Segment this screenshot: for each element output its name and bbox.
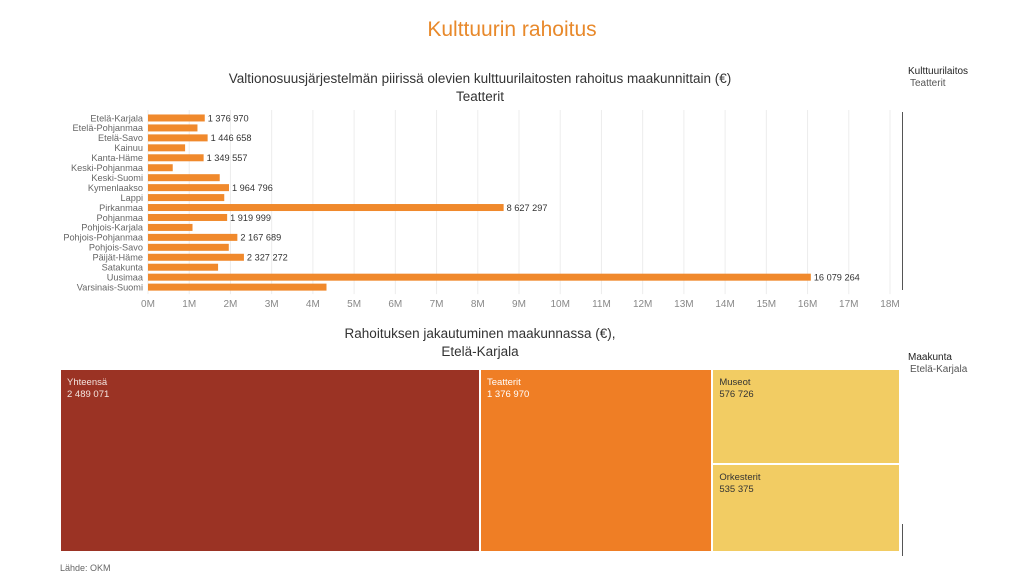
dashboard-title: Kulttuurin rahoitus — [427, 18, 597, 41]
treemap-tile-value: 2 489 071 — [67, 389, 110, 400]
bar — [148, 283, 327, 291]
x-tick-label: 9M — [512, 299, 526, 308]
data-label: 1 446 658 — [211, 133, 252, 143]
data-label: 16 079 264 — [814, 272, 860, 282]
bar — [148, 204, 504, 212]
source-note: Lähde: OKM — [60, 563, 111, 573]
treemap-tile-label: Orkesterit — [719, 471, 761, 483]
x-tick-label: 5M — [347, 299, 361, 308]
category-label: Etelä-Karjala — [90, 113, 143, 123]
filter-maakunta-scrollbar[interactable] — [902, 524, 903, 556]
data-label: 1 919 999 — [230, 213, 271, 223]
x-tick-label: 14M — [715, 299, 734, 308]
category-label: Kainuu — [114, 143, 143, 153]
bar — [148, 154, 204, 162]
category-label: Keski-Suomi — [91, 173, 143, 183]
treemap-tile-value: 1 376 970 — [487, 389, 530, 400]
data-label: 2 167 689 — [240, 233, 281, 243]
x-tick-label: 1M — [182, 299, 196, 308]
treemap: Yhteensä 2 489 071 Teatterit 1 376 970 Museo… — [60, 369, 900, 552]
bar-chart-subtitle: Teatterit — [455, 89, 505, 104]
category-label: Keski-Pohjanmaa — [71, 163, 144, 173]
category-label: Päijät-Häme — [92, 253, 143, 263]
bar — [148, 273, 811, 281]
bar — [148, 164, 173, 172]
bar — [148, 253, 244, 261]
filter-maakunta-label: Maakunta — [908, 352, 952, 363]
category-label: Kymenlaakso — [88, 183, 143, 193]
data-label: 1 349 557 — [207, 153, 248, 163]
x-tick-label: 6M — [388, 299, 402, 308]
data-label: 1 376 970 — [208, 113, 249, 123]
bar — [148, 213, 228, 221]
treemap-tile[interactable]: Museot 576 726 — [712, 369, 900, 464]
treemap-tile-value: 535 375 — [719, 483, 754, 495]
bar — [148, 233, 238, 241]
x-tick-label: 7M — [430, 299, 444, 308]
treemap-tile-label: Yhteensä — [67, 377, 108, 388]
x-tick-label: 15M — [757, 299, 776, 308]
data-label: 8 627 297 — [507, 203, 548, 213]
x-tick-label: 11M — [592, 299, 611, 308]
filter-scrollbar[interactable] — [902, 112, 903, 290]
bar — [148, 194, 225, 202]
x-tick-label: 8M — [471, 299, 485, 308]
category-label: Kanta-Häme — [91, 153, 143, 163]
bar — [148, 114, 205, 122]
bar — [148, 184, 229, 192]
category-label: Pohjois-Savo — [89, 243, 143, 253]
bar — [148, 124, 198, 132]
category-label: Pohjois-Karjala — [81, 223, 144, 233]
treemap-title: Rahoituksen jakautuminen maakunnassa (€)… — [160, 325, 800, 361]
bar-chart-title: Valtionosuusjärjestelmän piirissä olevie… — [160, 70, 800, 106]
x-tick-label: 3M — [265, 299, 279, 308]
treemap-tile[interactable]: Yhteensä 2 489 071 — [60, 369, 480, 552]
bar-chart-title-line1: Valtionosuusjärjestelmän piirissä olevie… — [228, 71, 732, 86]
category-label: Etelä-Savo — [98, 133, 143, 143]
x-tick-label: 18M — [880, 299, 899, 308]
x-tick-label: 0M — [141, 299, 155, 308]
x-tick-label: 17M — [839, 299, 858, 308]
treemap-tile-value: 576 726 — [719, 389, 754, 400]
category-label: Pirkanmaa — [99, 203, 144, 213]
category-label: Etelä-Pohjanmaa — [73, 123, 144, 133]
x-tick-label: 2M — [223, 299, 237, 308]
category-label: Uusimaa — [107, 272, 144, 282]
filter-maakunta-value[interactable]: Etelä-Karjala — [910, 364, 968, 375]
category-label: Pohjois-Pohjanmaa — [63, 233, 144, 243]
treemap-tile-label: Museot — [719, 377, 751, 388]
bar — [148, 144, 186, 152]
filter-kulttuurilaitos-value[interactable]: Teatterit — [910, 78, 946, 89]
data-label: 2 327 272 — [247, 253, 288, 263]
bar-chart: 0M 1M 2M 3M 4M 5M 6M 7M 8M 9M 10M 11M 12M 13M 14M 15M 16… — [63, 110, 900, 308]
category-label: Satakunta — [102, 263, 144, 273]
bar — [148, 134, 208, 142]
category-label: Lappi — [121, 193, 143, 203]
data-label: 1 964 796 — [232, 183, 273, 193]
bar — [148, 243, 229, 251]
bar — [148, 263, 219, 271]
category-label: Pohjanmaa — [97, 213, 144, 223]
x-tick-label: 12M — [633, 299, 652, 308]
category-label: Varsinais-Suomi — [77, 282, 143, 292]
treemap-tile-label: Teatterit — [487, 377, 521, 388]
x-tick-label: 13M — [674, 299, 693, 308]
filter-kulttuurilaitos-label: Kulttuurilaitos — [908, 66, 969, 77]
treemap-title-line1: Rahoituksen jakautuminen maakunnassa (€)… — [344, 326, 616, 341]
treemap-subtitle: Etelä-Karjala — [441, 344, 519, 359]
x-tick-label: 10M — [550, 299, 569, 308]
x-tick-label: 4M — [306, 299, 320, 308]
bar — [148, 223, 193, 231]
bar — [148, 174, 220, 182]
treemap-tile[interactable]: Teatterit 1 376 970 — [480, 369, 713, 552]
treemap-tile[interactable]: Orkesterit 535 375 — [712, 463, 900, 552]
x-tick-label: 16M — [798, 299, 817, 308]
